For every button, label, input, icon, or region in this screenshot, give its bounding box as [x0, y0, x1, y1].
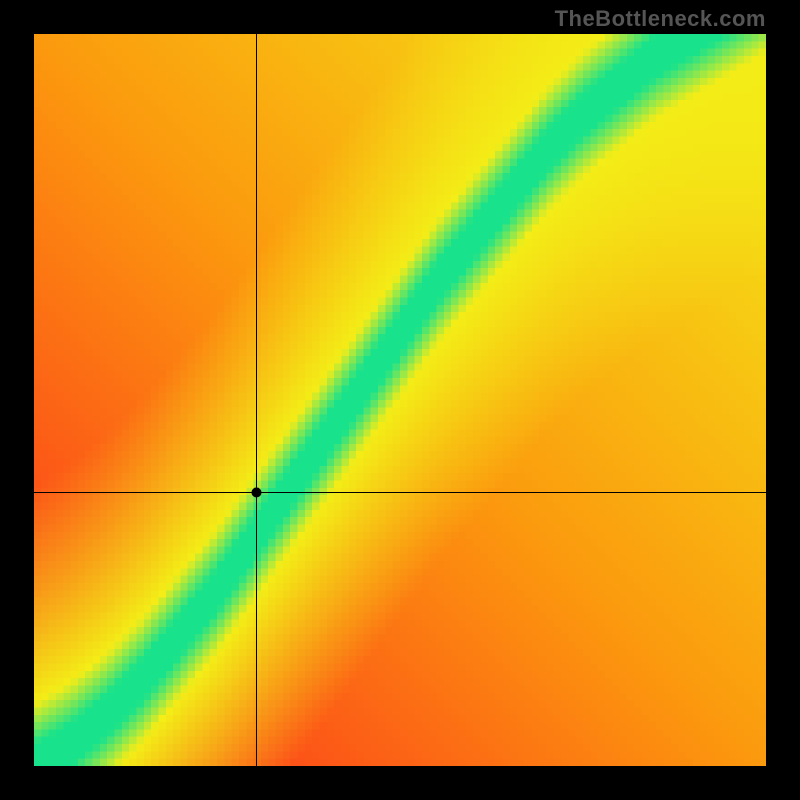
chart-container: { "watermark": { "text": "TheBottleneck.…	[0, 0, 800, 800]
watermark-text: TheBottleneck.com	[555, 6, 766, 32]
crosshair-overlay	[34, 34, 766, 766]
